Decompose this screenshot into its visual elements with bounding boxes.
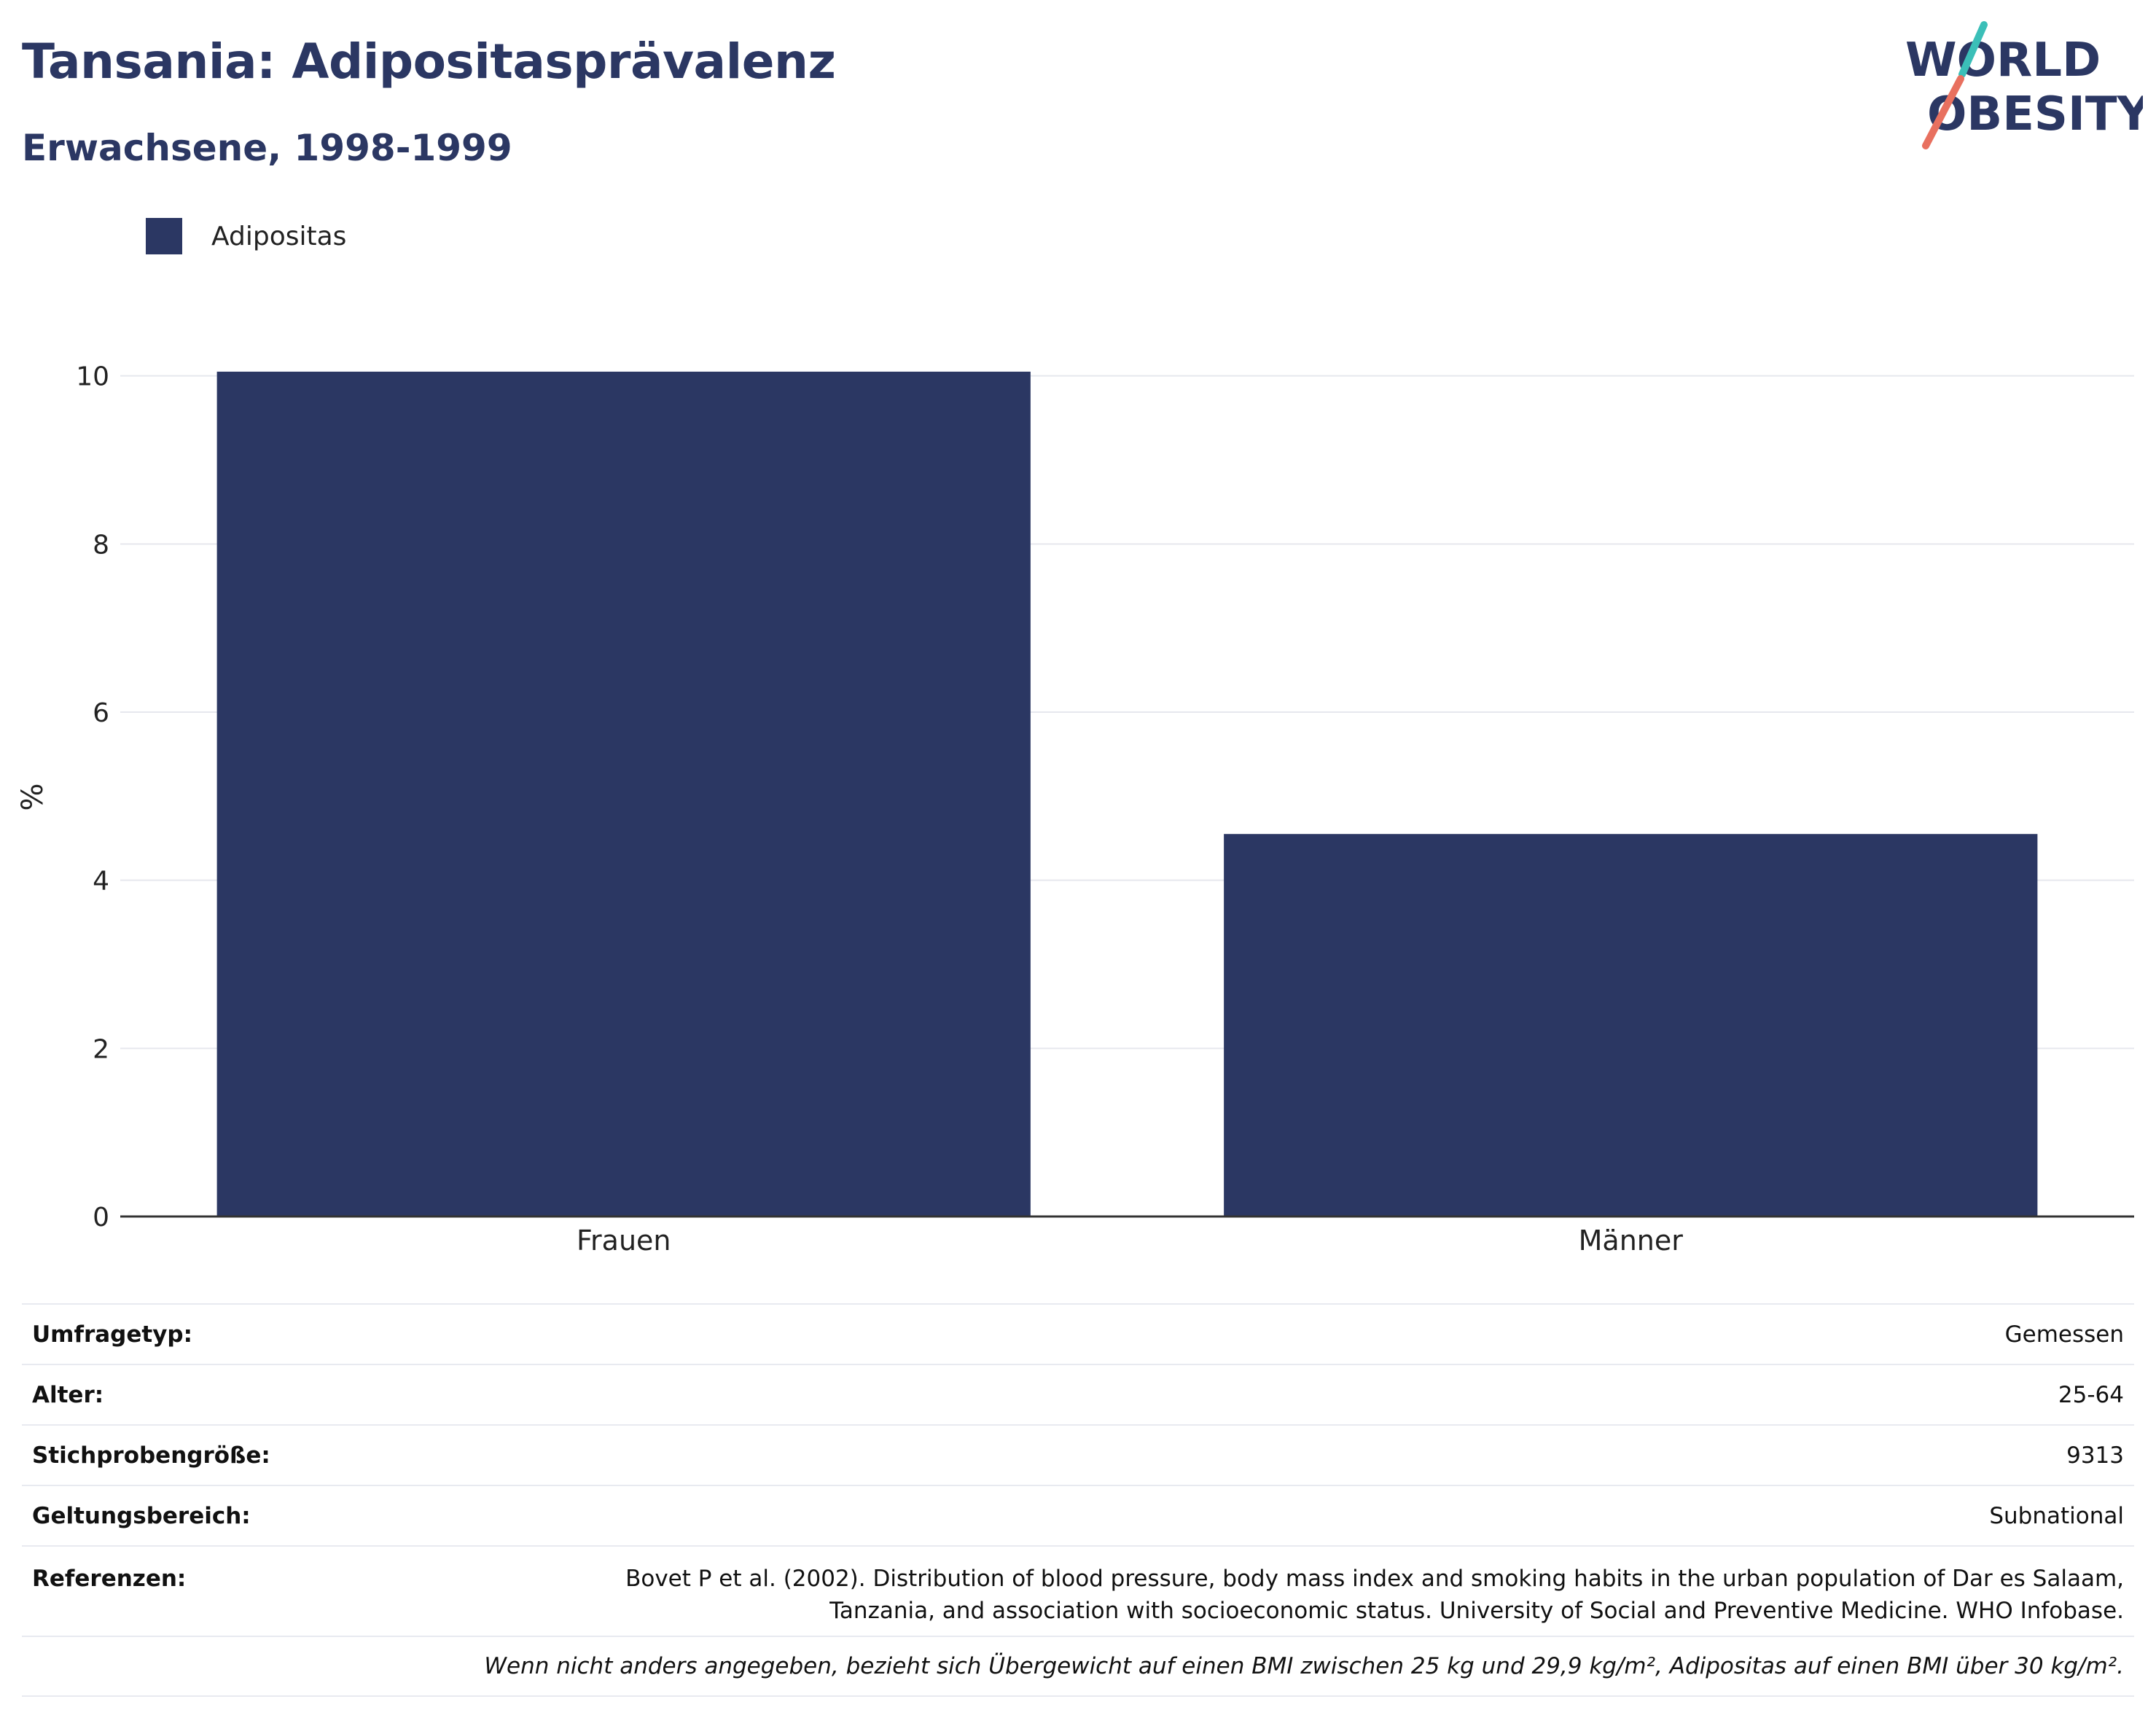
meta-row-age: Alter: 25-64	[22, 1364, 2134, 1424]
legend-swatch	[146, 218, 182, 254]
meta-key: Referenzen:	[32, 1566, 187, 1592]
page-subtitle: Erwachsene, 1998-1999	[22, 127, 512, 169]
bmi-note: Wenn nicht anders angegeben, bezieht sic…	[484, 1653, 2124, 1679]
y-tick-label: 6	[93, 698, 109, 728]
meta-value: Gemessen	[2004, 1321, 2124, 1348]
logo-slash-bottom	[1922, 75, 1964, 149]
meta-value-reference: Bovet P et al. (2002). Distribution of b…	[625, 1563, 2124, 1627]
y-tick-labels: 0 2 4 6 8 10	[76, 362, 109, 1233]
reference-line-2: Tanzania, and association with socioecon…	[829, 1598, 2124, 1624]
y-tick-label: 8	[93, 530, 109, 560]
reference-line-1: Bovet P et al. (2002). Distribution of b…	[625, 1566, 2124, 1592]
y-tick-label: 10	[76, 362, 109, 392]
world-obesity-logo: WORLD OBESITY	[1905, 21, 2143, 149]
x-tick-labels: Frauen Männer	[577, 1225, 1683, 1257]
x-tick-label: Männer	[1579, 1225, 1684, 1257]
meta-key: Umfragetyp:	[32, 1321, 192, 1348]
bar-1	[1224, 834, 2038, 1216]
y-axis-label: %	[16, 783, 50, 811]
x-tick-label: Frauen	[577, 1225, 671, 1257]
meta-key: Stichprobengröße:	[32, 1442, 270, 1469]
y-tick-label: 0	[93, 1203, 109, 1233]
y-tick-label: 4	[93, 867, 109, 897]
chart-legend: Adipositas	[146, 216, 346, 257]
page-title: Tansania: Adipositasprävalenz	[22, 34, 836, 90]
logo-text-world: WORLD	[1905, 34, 2101, 87]
bars	[216, 371, 2038, 1216]
meta-value: Subnational	[1989, 1502, 2124, 1529]
meta-row-references: Referenzen: Bovet P et al. (2002). Distr…	[22, 1545, 2134, 1636]
bar-chart: 0 2 4 6 8 10 Frauen Männer %	[16, 362, 2134, 1257]
meta-key: Geltungsbereich:	[32, 1502, 251, 1529]
y-tick-label: 2	[93, 1034, 109, 1064]
meta-row-note: Wenn nicht anders angegeben, bezieht sic…	[22, 1636, 2134, 1697]
legend-label: Adipositas	[211, 221, 347, 251]
meta-row-scope: Geltungsbereich: Subnational	[22, 1485, 2134, 1545]
meta-value: 9313	[2066, 1442, 2124, 1469]
logo-slash-top	[1958, 21, 1988, 78]
meta-key: Alter:	[32, 1381, 104, 1408]
logo-text-obesity: OBESITY	[1927, 87, 2143, 141]
bar-0	[216, 371, 1031, 1216]
meta-value: 25-64	[2058, 1381, 2124, 1408]
metadata-table: Umfragetyp: Gemessen Alter: 25-64 Stichp…	[22, 1303, 2134, 1697]
meta-row-sample-size: Stichprobengröße: 9313	[22, 1424, 2134, 1485]
meta-row-survey-type: Umfragetyp: Gemessen	[22, 1303, 2134, 1364]
